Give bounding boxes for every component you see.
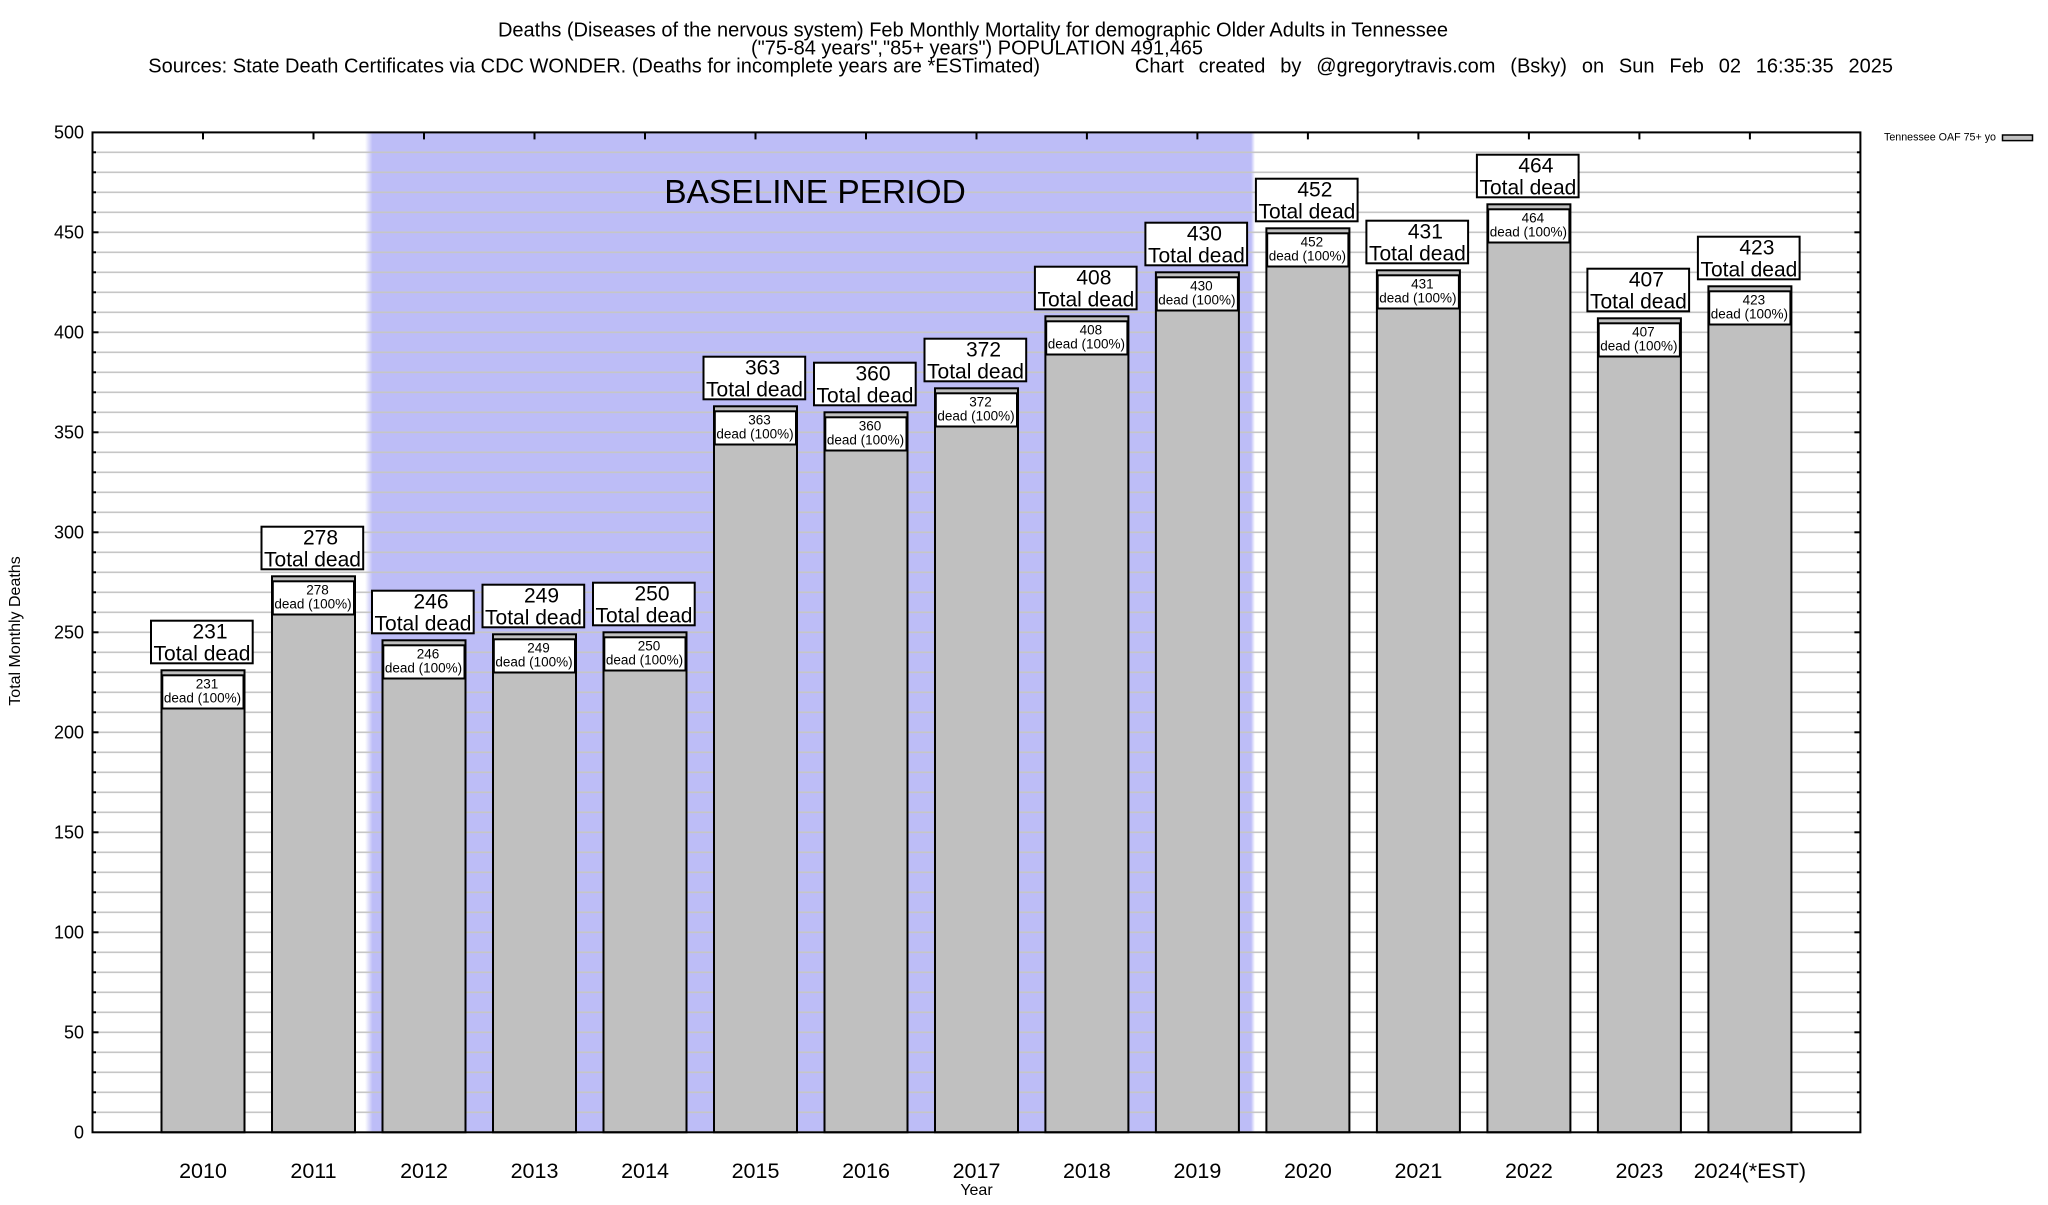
svg-text:430: 430 [1190,278,1213,293]
svg-text:Total dead: Total dead [375,613,472,636]
svg-text:452: 452 [1297,179,1332,202]
svg-text:431: 431 [1411,276,1434,291]
svg-text:("75-84 years","85+ years") PO: ("75-84 years","85+ years") POPULATION 4… [751,38,1203,60]
svg-text:dead (100%): dead (100%) [385,660,462,675]
svg-text:464: 464 [1522,210,1545,225]
svg-text:0: 0 [74,1123,84,1143]
svg-text:Total dead: Total dead [1258,201,1355,224]
svg-text:Total dead: Total dead [264,549,361,572]
svg-text:372: 372 [966,339,1001,362]
svg-text:dead (100%): dead (100%) [937,408,1014,423]
svg-text:Chart created by @gregorytravi: Chart created by @gregorytravis.com (Bsk… [1135,56,1893,78]
svg-text:278: 278 [306,582,329,597]
svg-text:Total dead: Total dead [1700,259,1797,282]
svg-text:407: 407 [1632,324,1655,339]
svg-text:450: 450 [54,223,84,243]
svg-text:250: 250 [54,623,84,643]
svg-text:dead (100%): dead (100%) [1158,292,1235,307]
svg-text:100: 100 [54,923,84,943]
svg-text:2016: 2016 [842,1159,890,1183]
svg-text:231: 231 [192,621,227,644]
svg-text:249: 249 [527,640,550,655]
svg-text:Deaths (Diseases of the nervou: Deaths (Diseases of the nervous system) … [498,20,1448,42]
svg-text:360: 360 [859,418,882,433]
svg-text:Tennessee OAF 75+ yo: Tennessee OAF 75+ yo [1884,132,1996,144]
svg-text:dead (100%): dead (100%) [1379,290,1456,305]
svg-text:363: 363 [748,412,771,427]
svg-text:278: 278 [303,527,338,550]
svg-text:250: 250 [634,583,669,606]
svg-text:2012: 2012 [400,1159,448,1183]
svg-text:246: 246 [413,591,448,614]
svg-text:452: 452 [1301,234,1324,249]
svg-text:430: 430 [1187,223,1222,246]
svg-text:2022: 2022 [1505,1159,1553,1183]
svg-text:dead (100%): dead (100%) [606,652,683,667]
svg-text:431: 431 [1408,221,1443,244]
svg-text:Total dead: Total dead [596,605,693,628]
svg-text:2015: 2015 [732,1159,780,1183]
svg-text:Year: Year [960,1182,993,1199]
svg-text:2014: 2014 [621,1159,669,1183]
svg-text:423: 423 [1739,237,1774,260]
svg-text:464: 464 [1518,155,1553,178]
svg-text:2021: 2021 [1394,1159,1442,1183]
svg-text:407: 407 [1629,269,1664,292]
svg-text:dead (100%): dead (100%) [827,432,904,447]
svg-text:2024(*EST): 2024(*EST) [1694,1159,1806,1183]
svg-text:372: 372 [969,394,992,409]
svg-text:350: 350 [54,423,84,443]
svg-text:2023: 2023 [1615,1159,1663,1183]
svg-text:dead (100%): dead (100%) [1048,336,1125,351]
svg-text:Total dead: Total dead [1479,177,1576,200]
svg-text:150: 150 [54,823,84,843]
svg-text:2020: 2020 [1284,1159,1332,1183]
svg-text:Total dead: Total dead [706,379,803,402]
svg-text:Total dead: Total dead [1037,289,1134,312]
svg-text:dead (100%): dead (100%) [716,426,793,441]
svg-text:Total dead: Total dead [927,361,1024,384]
svg-text:408: 408 [1076,267,1111,290]
svg-text:Total dead: Total dead [485,607,582,630]
svg-text:423: 423 [1743,292,1766,307]
svg-text:200: 200 [54,723,84,743]
svg-text:360: 360 [855,363,890,386]
svg-text:249: 249 [524,585,559,608]
svg-text:dead (100%): dead (100%) [164,690,241,705]
svg-text:300: 300 [54,523,84,543]
svg-text:408: 408 [1080,322,1103,337]
svg-text:2019: 2019 [1173,1159,1221,1183]
svg-text:Total dead: Total dead [817,385,914,408]
svg-text:2018: 2018 [1063,1159,1111,1183]
svg-text:500: 500 [54,123,84,143]
svg-text:2010: 2010 [179,1159,227,1183]
svg-text:Total Monthly Deaths: Total Monthly Deaths [7,556,24,705]
svg-text:250: 250 [638,638,661,653]
svg-text:363: 363 [745,357,780,380]
svg-text:246: 246 [417,646,440,661]
svg-text:50: 50 [64,1023,84,1043]
svg-text:Sources: State Death Certifica: Sources: State Death Certificates via CD… [148,56,1040,78]
svg-text:231: 231 [196,676,219,691]
svg-text:dead (100%): dead (100%) [495,654,572,669]
svg-text:2011: 2011 [290,1159,336,1183]
svg-text:Total dead: Total dead [1369,243,1466,266]
svg-text:2017: 2017 [953,1159,1001,1183]
svg-text:Total dead: Total dead [1148,245,1245,268]
svg-text:2013: 2013 [511,1159,559,1183]
svg-text:dead (100%): dead (100%) [1600,338,1677,353]
svg-text:dead (100%): dead (100%) [1490,224,1567,239]
svg-text:400: 400 [54,323,84,343]
svg-text:Total dead: Total dead [1590,291,1687,314]
svg-text:dead (100%): dead (100%) [274,596,351,611]
svg-text:dead (100%): dead (100%) [1269,248,1346,263]
svg-text:BASELINE PERIOD: BASELINE PERIOD [664,174,966,211]
svg-text:Total dead: Total dead [154,643,251,666]
svg-text:dead (100%): dead (100%) [1711,306,1788,321]
